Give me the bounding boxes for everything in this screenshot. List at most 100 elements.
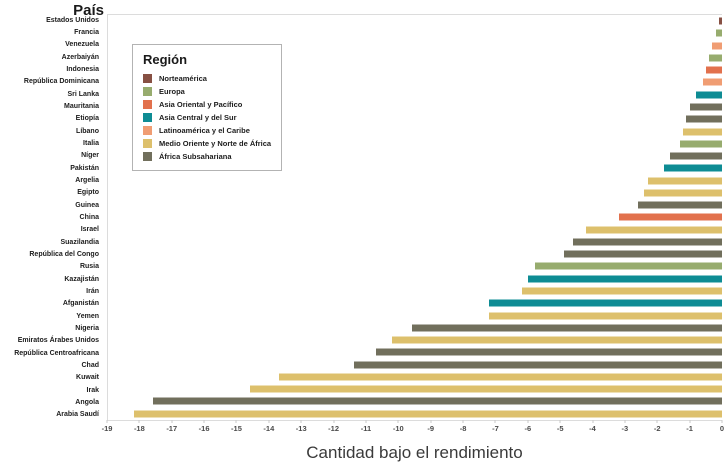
bar-mena[interactable] (586, 226, 722, 234)
legend-swatch-icon (143, 152, 152, 161)
x-tick-mark (138, 420, 140, 423)
legend-item[interactable]: Asia Central y del Sur (143, 113, 271, 122)
x-tick-label: -19 (101, 424, 113, 433)
bar-row (108, 309, 722, 321)
bar-lac[interactable] (702, 78, 722, 86)
legend-swatch-icon (143, 139, 152, 148)
country-label: Sri Lanka (67, 90, 99, 98)
bar-eu[interactable] (534, 262, 722, 270)
x-tick-mark (656, 420, 658, 423)
legend-item[interactable]: Europa (143, 87, 271, 96)
bar-row (108, 52, 722, 64)
bar-row (108, 260, 722, 272)
bar-ssa[interactable] (686, 115, 722, 123)
bar-mena[interactable] (647, 177, 722, 185)
country-label: Francia (74, 28, 99, 36)
x-tick-label: -14 (263, 424, 275, 433)
bar-eap[interactable] (618, 213, 722, 221)
country-label: Angola (75, 398, 99, 406)
bar-mena[interactable] (683, 128, 722, 136)
x-tick-label: -9 (427, 424, 435, 433)
bar-acs[interactable] (663, 164, 722, 172)
x-tick-mark (494, 420, 496, 423)
bar-row (108, 76, 722, 88)
bar-eu[interactable] (709, 54, 722, 62)
x-tick-mark (397, 420, 399, 423)
bar-row (108, 322, 722, 334)
bar-ssa[interactable] (153, 397, 722, 405)
country-label: Venezuela (65, 41, 99, 49)
bar-row (108, 101, 722, 113)
country-label: Argelia (75, 176, 99, 184)
bar-mena[interactable] (644, 189, 722, 197)
country-label: Níger (81, 152, 99, 160)
bar-acs[interactable] (489, 299, 722, 307)
x-tick-label: -5 (556, 424, 564, 433)
x-tick-label: -7 (492, 424, 499, 433)
legend-item[interactable]: Asia Oriental y Pacífico (143, 100, 271, 109)
bar-ssa[interactable] (573, 238, 722, 246)
bar-row (108, 285, 722, 297)
bar-ssa[interactable] (670, 152, 722, 160)
bar-row (108, 408, 722, 420)
country-label: Estados Unidos (46, 16, 99, 24)
x-tick-label: -1 (686, 424, 693, 433)
bar-na[interactable] (718, 17, 722, 25)
bar-eu[interactable] (715, 29, 722, 37)
bar-row (108, 64, 722, 76)
x-tick-mark (333, 420, 335, 423)
bar-mena[interactable] (392, 336, 722, 344)
country-label: Líbano (76, 127, 99, 135)
legend-item[interactable]: Medio Oriente y Norte de África (143, 139, 271, 148)
country-label: Guinea (75, 201, 99, 209)
bar-eu[interactable] (680, 140, 722, 148)
bar-row (108, 150, 722, 162)
x-tick-mark (106, 420, 108, 423)
bar-acs[interactable] (696, 91, 722, 99)
bar-ssa[interactable] (689, 103, 722, 111)
x-tick-label: -6 (524, 424, 532, 433)
bar-mena[interactable] (489, 312, 722, 319)
country-label: Kuwait (76, 374, 99, 382)
country-label: Kazajistán (64, 275, 99, 283)
country-label: República Dominicana (23, 78, 99, 86)
legend-item[interactable]: Latinoamérica y el Caribe (143, 126, 271, 135)
bar-ssa[interactable] (563, 250, 722, 258)
country-label: República Centroafricana (14, 349, 99, 357)
bar-acs[interactable] (528, 275, 722, 283)
bar-mena[interactable] (521, 287, 722, 295)
country-label: Etiopía (75, 115, 99, 123)
country-label: Irak (86, 386, 99, 394)
bar-ssa[interactable] (637, 201, 722, 209)
bar-row (108, 248, 722, 260)
y-axis-title: País (73, 2, 104, 19)
x-tick-label: -10 (392, 424, 404, 433)
country-label: Chad (81, 361, 100, 369)
country-label: Afganistán (62, 300, 99, 308)
bar-mena[interactable] (133, 410, 722, 418)
bar-ssa[interactable] (376, 348, 722, 356)
bar-mena[interactable] (250, 385, 722, 393)
bar-row (108, 395, 722, 407)
bar-row (108, 334, 722, 346)
bar-ssa[interactable] (353, 361, 722, 369)
x-tick-label: -8 (459, 424, 467, 433)
bar-row (108, 15, 722, 27)
bar-eap[interactable] (705, 66, 722, 74)
legend-label: Europa (159, 87, 185, 96)
country-label: Egipto (77, 189, 99, 197)
country-label: Suazilandia (60, 238, 99, 246)
x-tick-mark (268, 420, 270, 423)
x-tick-label: -13 (295, 424, 307, 433)
bar-mena[interactable] (279, 373, 722, 381)
bar-row (108, 138, 722, 150)
bar-ssa[interactable] (411, 324, 722, 332)
x-tick-mark (203, 420, 205, 423)
bar-lac[interactable] (712, 42, 722, 50)
legend-label: Asia Oriental y Pacífico (159, 100, 243, 109)
bar-row (108, 40, 722, 52)
x-tick-mark (527, 420, 529, 423)
legend-item[interactable]: África Subsahariana (143, 152, 271, 161)
legend-item[interactable]: Norteamérica (143, 74, 271, 83)
x-tick-label: 0 (719, 424, 725, 433)
